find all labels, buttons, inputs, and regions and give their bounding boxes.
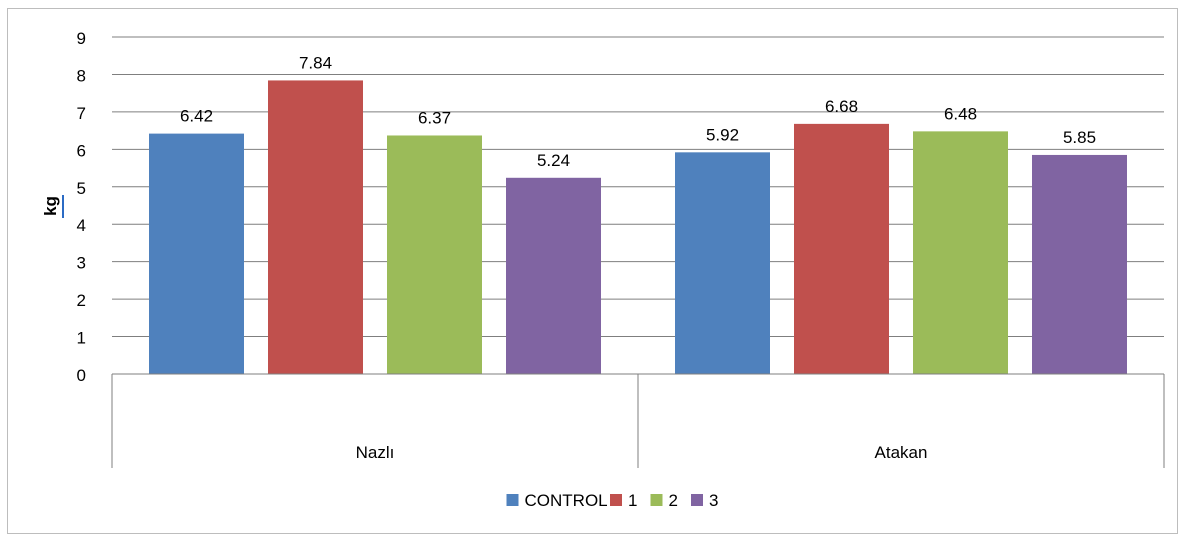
x-category-label: Atakan: [875, 443, 928, 462]
data-label: 6.42: [180, 107, 213, 126]
bar: [675, 152, 770, 374]
legend-label: 1: [628, 491, 637, 510]
bars: [149, 80, 1127, 375]
legend-label: CONTROL: [525, 491, 608, 510]
data-label: 6.37: [418, 108, 451, 127]
data-label: 7.84: [299, 53, 332, 72]
legend-swatch: [691, 494, 703, 506]
x-axis: Nazlı Atakan: [111, 373, 1165, 468]
y-tick-label: 4: [77, 216, 86, 235]
data-label: 5.85: [1063, 128, 1096, 147]
y-axis-tick-labels: 0 1 2 3 4 5 6 7 8 9: [77, 29, 86, 385]
legend: CONTROL 1 2 3: [506, 491, 718, 510]
y-axis-label: kg: [41, 196, 60, 216]
data-label: 6.48: [944, 104, 977, 123]
bar: [149, 133, 244, 374]
y-tick-label: 6: [77, 141, 86, 160]
y-tick-label: 0: [77, 366, 86, 385]
y-tick-label: 8: [77, 66, 86, 85]
y-tick-label: 1: [77, 329, 86, 348]
y-tick-label: 3: [77, 254, 86, 273]
bar: [506, 177, 601, 374]
bar: [268, 80, 363, 375]
data-label: 5.92: [706, 125, 739, 144]
bar: [794, 123, 889, 374]
bar: [387, 135, 482, 374]
y-tick-label: 7: [77, 104, 86, 123]
legend-label: 2: [669, 491, 678, 510]
y-tick-label: 5: [77, 179, 86, 198]
y-tick-label: 9: [77, 29, 86, 48]
bar: [913, 131, 1008, 374]
bar: [1032, 154, 1127, 374]
legend-swatch: [610, 494, 622, 506]
data-labels: 6.42 5.92 7.84 6.68 6.37 6.48 5.24 5.85: [180, 53, 1096, 169]
x-category-label: Nazlı: [356, 443, 395, 462]
y-tick-label: 2: [77, 291, 86, 310]
legend-swatch: [650, 494, 663, 506]
legend-label: 3: [709, 491, 718, 510]
data-label: 6.68: [825, 97, 858, 116]
legend-swatch: [506, 494, 519, 506]
data-label: 5.24: [537, 151, 570, 170]
